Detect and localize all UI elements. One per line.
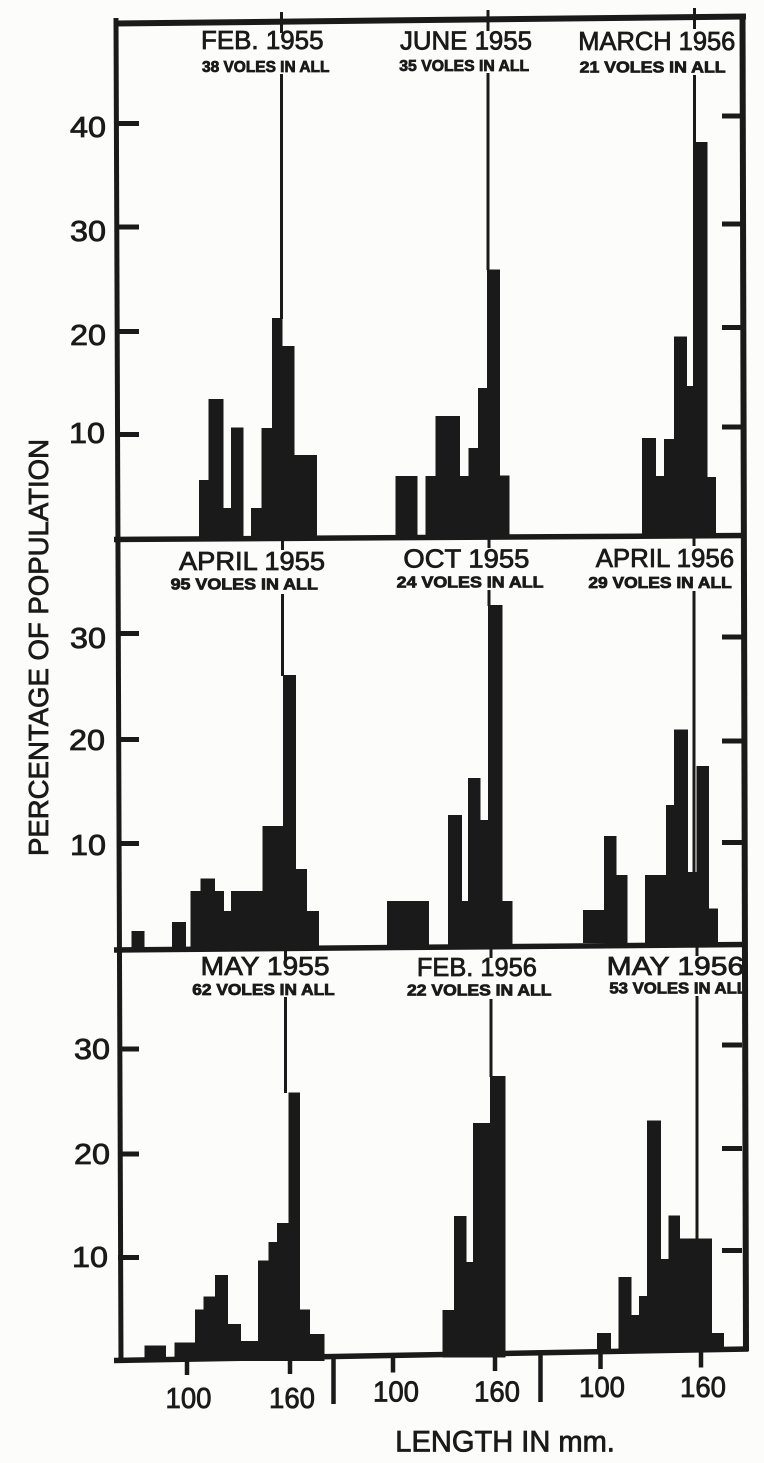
svg-text:10: 10 (70, 830, 106, 862)
svg-text:FEB. 1956: FEB. 1956 (417, 952, 537, 982)
svg-text:21 VOLES IN ALL: 21 VOLES IN ALL (580, 60, 726, 77)
svg-text:160: 160 (680, 1372, 726, 1404)
svg-text:100: 100 (166, 1383, 212, 1415)
svg-text:35 VOLES IN ALL: 35 VOLES IN ALL (399, 58, 529, 75)
svg-text:160: 160 (269, 1383, 315, 1415)
svg-text:22 VOLES IN ALL: 22 VOLES IN ALL (407, 983, 552, 1000)
svg-text:10: 10 (72, 1242, 108, 1274)
svg-text:29 VOLES IN ALL: 29 VOLES IN ALL (588, 575, 732, 592)
svg-text:MARCH 1956: MARCH 1956 (578, 26, 735, 56)
svg-text:160: 160 (474, 1377, 520, 1409)
svg-text:MAY 1956: MAY 1956 (607, 951, 745, 981)
svg-text:100: 100 (579, 1372, 625, 1404)
svg-text:95 VOLES IN ALL: 95 VOLES IN ALL (171, 577, 319, 594)
svg-text:JUNE 1955: JUNE 1955 (400, 26, 532, 56)
svg-text:24 VOLES IN ALL: 24 VOLES IN ALL (397, 575, 544, 592)
svg-text:FEB. 1955: FEB. 1955 (201, 25, 324, 55)
svg-text:PERCENTAGE OF POPULATION: PERCENTAGE OF POPULATION (23, 439, 54, 856)
svg-text:OCT 1955: OCT 1955 (403, 544, 529, 574)
svg-text:10: 10 (69, 418, 105, 450)
svg-text:30: 30 (74, 1034, 110, 1066)
svg-text:53 VOLES IN ALL: 53 VOLES IN ALL (609, 981, 747, 998)
svg-text:40: 40 (70, 112, 106, 144)
svg-text:20: 20 (74, 1139, 110, 1171)
svg-text:APRIL 1955: APRIL 1955 (179, 546, 325, 576)
svg-text:30: 30 (70, 623, 106, 655)
svg-text:20: 20 (69, 725, 105, 757)
svg-text:20: 20 (70, 320, 106, 352)
svg-text:62 VOLES IN ALL: 62 VOLES IN ALL (192, 982, 335, 999)
svg-text:30: 30 (70, 216, 106, 248)
svg-text:100: 100 (373, 1377, 419, 1409)
svg-text:MAY 1955: MAY 1955 (201, 951, 330, 981)
svg-text:38 VOLES IN ALL: 38 VOLES IN ALL (202, 59, 330, 76)
svg-text:LENGTH IN mm.: LENGTH IN mm. (395, 1426, 615, 1459)
svg-text:APRIL 1956: APRIL 1956 (596, 543, 734, 573)
